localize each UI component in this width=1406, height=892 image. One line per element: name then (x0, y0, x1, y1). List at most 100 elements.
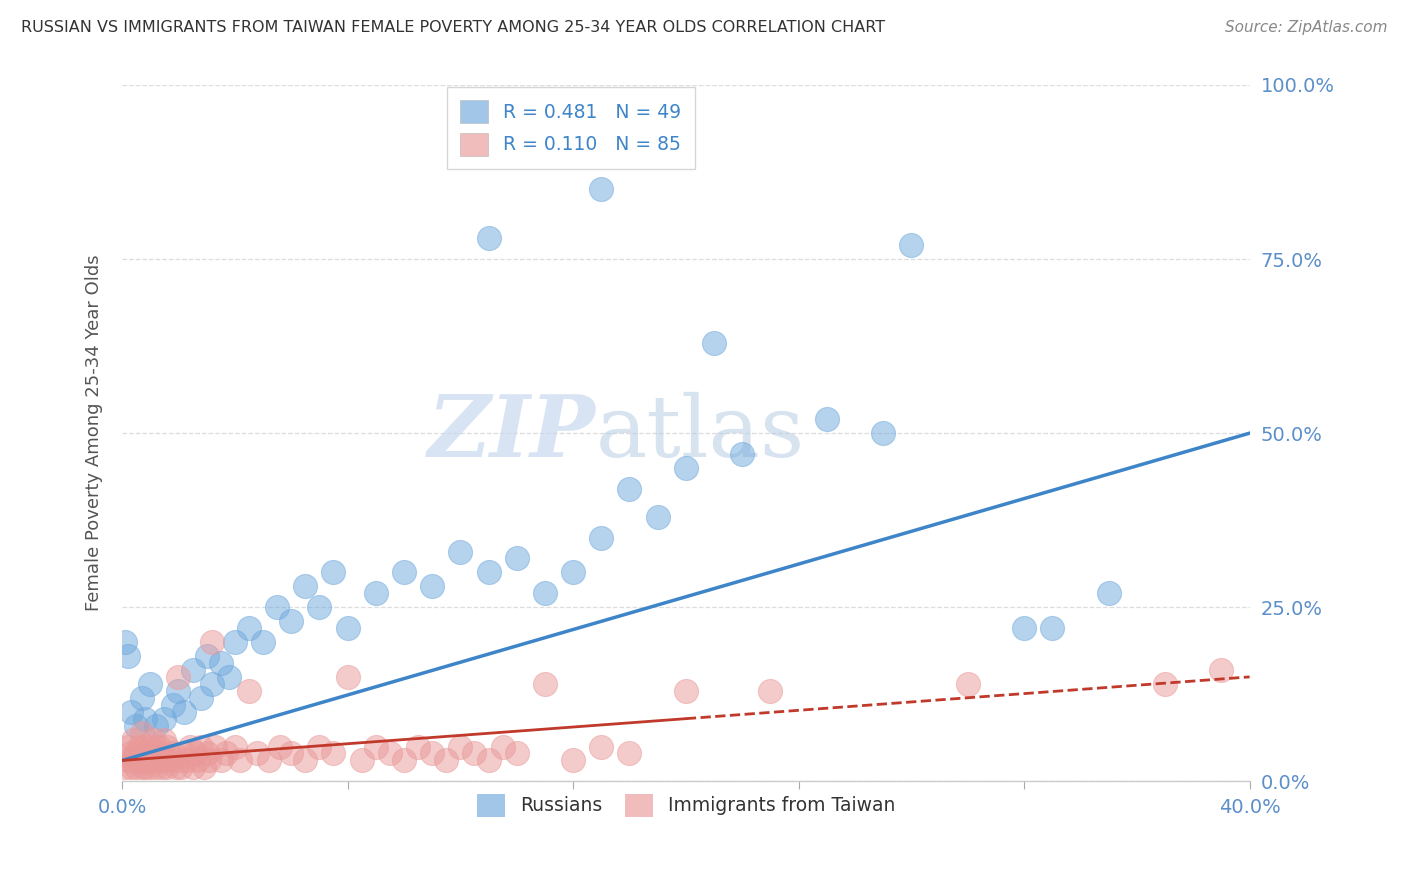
Point (562, 754, 585, 768)
Point (159, 754, 181, 768)
Point (142, 754, 165, 768)
Point (195, 747, 218, 761)
Point (322, 566, 344, 580)
Text: RUSSIAN VS IMMIGRANTS FROM TAIWAN FEMALE POVERTY AMONG 25-34 YEAR OLDS CORRELATI: RUSSIAN VS IMMIGRANTS FROM TAIWAN FEMALE… (21, 20, 886, 35)
Point (336, 621, 359, 635)
Point (1012, 621, 1035, 635)
Text: atlas: atlas (596, 392, 804, 475)
Point (215, 747, 238, 761)
Point (731, 447, 754, 461)
Point (420, 579, 443, 593)
Point (364, 586, 387, 600)
Point (900, 238, 922, 252)
Point (591, 182, 613, 196)
Point (139, 677, 162, 691)
Point (167, 754, 190, 768)
Point (142, 732, 165, 747)
Point (117, 648, 139, 663)
Point (392, 566, 415, 580)
Point (562, 566, 585, 580)
Point (322, 747, 344, 761)
Point (150, 760, 173, 774)
Text: Source: ZipAtlas.com: Source: ZipAtlas.com (1225, 20, 1388, 35)
Point (647, 509, 669, 524)
Point (1211, 663, 1233, 677)
Point (675, 461, 697, 475)
Point (156, 739, 179, 754)
Point (378, 747, 401, 761)
Point (364, 739, 387, 754)
Point (956, 677, 979, 691)
Point (252, 635, 274, 649)
Point (148, 754, 170, 768)
Point (139, 739, 162, 754)
Point (184, 747, 207, 761)
Point (153, 712, 176, 726)
Point (136, 747, 159, 761)
Point (131, 760, 153, 774)
Point (131, 725, 153, 739)
Point (145, 747, 167, 761)
Point (591, 739, 613, 754)
Point (534, 586, 557, 600)
Point (167, 683, 190, 698)
Point (224, 739, 246, 754)
Point (128, 739, 150, 754)
Point (122, 732, 145, 747)
Point (294, 754, 316, 768)
Point (167, 670, 190, 684)
Point (1040, 621, 1063, 635)
Point (150, 747, 173, 761)
Point (406, 739, 429, 754)
Point (201, 677, 224, 691)
Point (209, 656, 232, 670)
Point (204, 739, 226, 754)
Point (238, 683, 260, 698)
Point (114, 635, 136, 649)
Point (179, 739, 201, 754)
Point (181, 760, 204, 774)
Point (120, 705, 142, 719)
Point (176, 754, 198, 768)
Point (125, 718, 148, 732)
Point (591, 531, 613, 545)
Point (201, 635, 224, 649)
Point (136, 754, 159, 768)
Point (117, 739, 139, 754)
Point (162, 698, 184, 712)
Point (134, 760, 156, 774)
Point (209, 754, 232, 768)
Point (195, 648, 218, 663)
Point (280, 747, 302, 761)
Point (145, 718, 167, 732)
Point (128, 754, 150, 768)
Point (1154, 677, 1177, 691)
Point (125, 747, 148, 761)
Point (165, 760, 187, 774)
Point (148, 739, 170, 754)
Point (122, 754, 145, 768)
Point (114, 760, 136, 774)
Point (759, 683, 782, 698)
Point (269, 739, 291, 754)
Point (815, 412, 838, 426)
Point (153, 732, 176, 747)
Point (336, 670, 359, 684)
Point (238, 621, 260, 635)
Point (675, 683, 697, 698)
Point (170, 760, 193, 774)
Point (162, 747, 184, 761)
Point (153, 754, 176, 768)
Point (1098, 586, 1121, 600)
Point (872, 426, 894, 441)
Point (308, 600, 330, 615)
Point (619, 747, 641, 761)
Point (224, 635, 246, 649)
Point (619, 482, 641, 496)
Point (477, 231, 499, 245)
Point (229, 754, 252, 768)
Point (449, 739, 471, 754)
Point (120, 747, 142, 761)
Point (187, 754, 209, 768)
Point (139, 760, 162, 774)
